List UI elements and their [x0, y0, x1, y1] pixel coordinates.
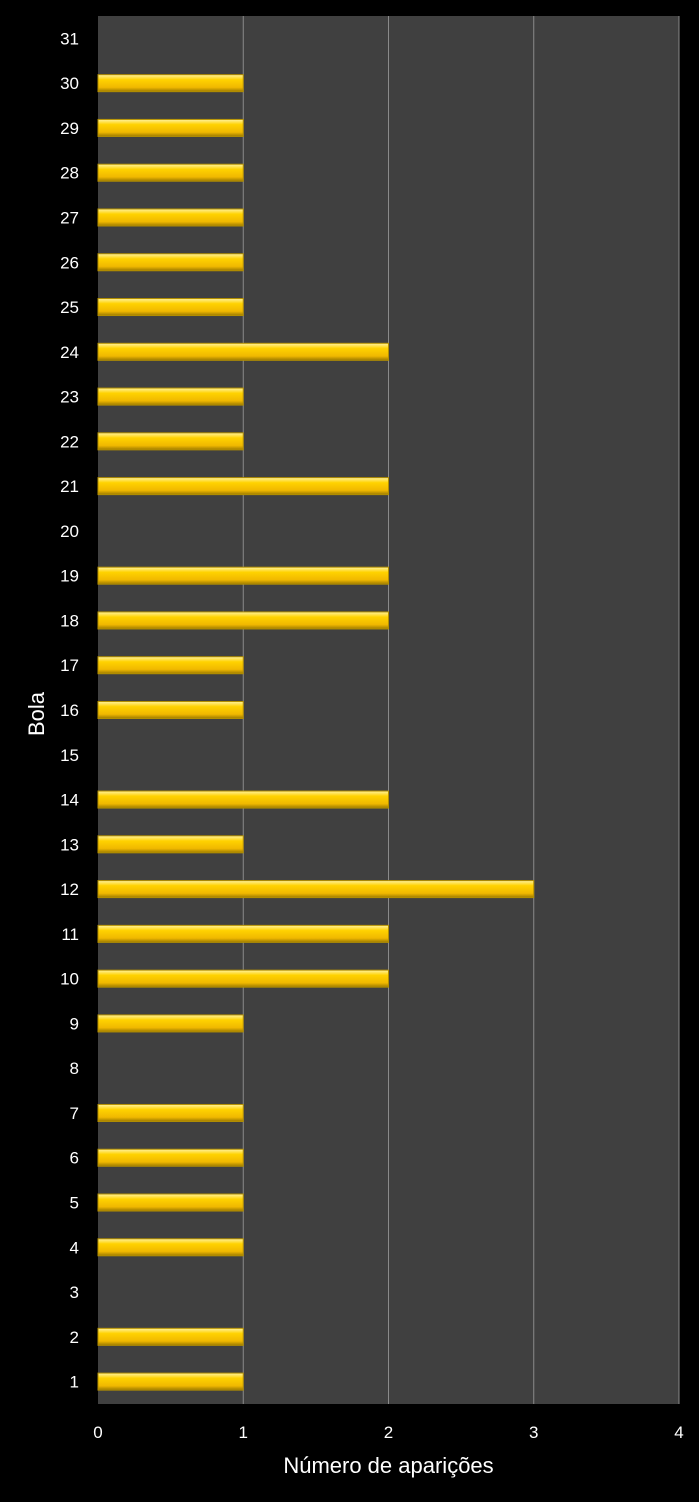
- bar-4: [97, 1238, 244, 1257]
- y-tick-label: 19: [60, 567, 79, 586]
- x-tick-label: 0: [93, 1423, 102, 1442]
- y-tick-label: 25: [60, 298, 79, 317]
- y-tick-label: 31: [60, 29, 79, 48]
- y-tick-label: 12: [60, 880, 79, 899]
- bar-24: [97, 342, 389, 361]
- bar-17: [97, 656, 244, 675]
- bars: [97, 74, 535, 1391]
- y-tick-label: 26: [60, 253, 79, 272]
- bar-19: [97, 566, 389, 585]
- y-tick-labels: 1234567891011121314151617181920212223242…: [60, 29, 79, 1391]
- bar-27: [97, 208, 244, 227]
- bar-18: [97, 611, 389, 630]
- y-axis-title: Bola: [24, 691, 49, 736]
- y-tick-label: 28: [60, 164, 79, 183]
- y-tick-label: 6: [70, 1149, 79, 1168]
- y-tick-label: 17: [60, 656, 79, 675]
- y-tick-label: 13: [60, 835, 79, 854]
- y-tick-label: 2: [70, 1328, 79, 1347]
- x-tick-label: 2: [384, 1423, 393, 1442]
- bar-22: [97, 432, 244, 451]
- bar-23: [97, 387, 244, 406]
- y-tick-label: 10: [60, 970, 79, 989]
- bar-10: [97, 969, 389, 988]
- x-tick-label: 1: [239, 1423, 248, 1442]
- y-tick-label: 8: [70, 1059, 79, 1078]
- x-axis-title: Número de aparições: [283, 1453, 493, 1478]
- x-tick-label: 3: [529, 1423, 538, 1442]
- y-tick-label: 1: [70, 1373, 79, 1392]
- y-tick-label: 9: [70, 1014, 79, 1033]
- y-tick-label: 24: [60, 343, 79, 362]
- x-tick-label: 4: [674, 1423, 683, 1442]
- y-tick-label: 5: [70, 1194, 79, 1213]
- bar-28: [97, 163, 244, 182]
- y-tick-label: 29: [60, 119, 79, 138]
- x-tick-labels: 0 1 2 3 4: [93, 1423, 683, 1442]
- bar-12: [97, 880, 535, 899]
- bar-25: [97, 298, 244, 317]
- bar-13: [97, 835, 244, 854]
- y-tick-label: 27: [60, 208, 79, 227]
- bar-1: [97, 1372, 244, 1391]
- bar-2: [97, 1327, 244, 1346]
- y-tick-label: 16: [60, 701, 79, 720]
- bar-30: [97, 74, 244, 93]
- y-tick-label: 14: [60, 791, 79, 810]
- bar-14: [97, 790, 389, 809]
- y-tick-label: 18: [60, 611, 79, 630]
- y-tick-label: 4: [70, 1238, 79, 1257]
- bar-29: [97, 118, 244, 137]
- y-tick-label: 30: [60, 74, 79, 93]
- bar-9: [97, 1014, 244, 1033]
- bar-16: [97, 700, 244, 720]
- bar-5: [97, 1193, 244, 1212]
- y-tick-label: 11: [61, 925, 79, 944]
- bar-11: [97, 924, 389, 943]
- gridlines: [242, 16, 680, 1404]
- y-tick-label: 21: [60, 477, 79, 496]
- y-tick-label: 23: [60, 388, 79, 407]
- y-tick-label: 15: [60, 746, 79, 765]
- y-tick-label: 22: [60, 432, 79, 451]
- bar-7: [97, 1103, 244, 1122]
- bar-6: [97, 1148, 244, 1167]
- y-tick-label: 20: [60, 522, 79, 541]
- y-tick-label: 3: [70, 1283, 79, 1302]
- bar-21: [97, 477, 389, 496]
- y-tick-label: 7: [70, 1104, 79, 1123]
- bar-26: [97, 253, 244, 272]
